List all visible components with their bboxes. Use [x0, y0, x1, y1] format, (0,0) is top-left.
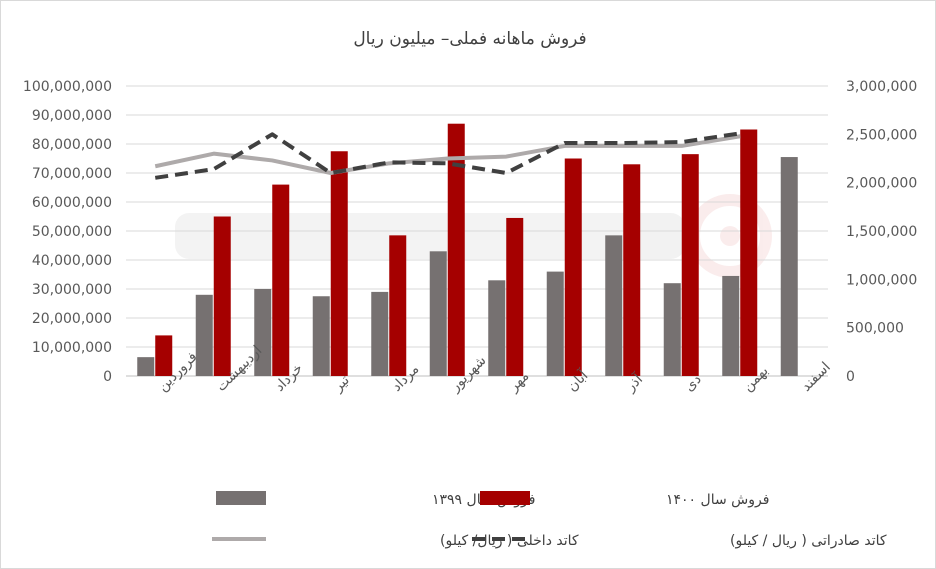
legend-swatch — [480, 491, 530, 505]
watermark-bar — [175, 213, 685, 259]
bar-1399 — [254, 289, 272, 376]
bars — [137, 123, 798, 376]
y-right-tick-label: 500,000 — [846, 321, 904, 337]
bar-1400 — [506, 217, 524, 376]
bar-1399 — [195, 294, 213, 376]
bar-1400 — [155, 335, 173, 376]
y-left-tick-label: 100,000,000 — [23, 79, 112, 95]
bar-1399 — [371, 291, 389, 376]
y-left-tick-label: 90,000,000 — [32, 108, 112, 124]
bar-1399 — [605, 235, 623, 376]
y-left-tick-label: 20,000,000 — [32, 311, 112, 327]
line-domestic-cathode — [154, 134, 741, 175]
y-right-tick-label: 0 — [846, 369, 855, 385]
y-left-tick-label: 30,000,000 — [32, 282, 112, 298]
bar-1400 — [681, 154, 699, 376]
legend-label: کاتد داخلی ( ریال/ کیلو) — [440, 533, 579, 549]
y-right-tick-label: 1,000,000 — [846, 272, 917, 288]
bar-1400 — [447, 123, 465, 376]
y-left-tick-label: 70,000,000 — [32, 166, 112, 182]
y-axis-right: 0 500,000 1,000,000 1,500,000 2,000,000 2,500… — [846, 79, 917, 385]
bar-1399 — [546, 271, 564, 376]
y-left-tick-label: 50,000,000 — [32, 224, 112, 240]
bar-1400 — [272, 184, 290, 376]
y-right-tick-label: 1,500,000 — [846, 224, 917, 240]
y-axis-left: 0 10,000,000 20,000,000 30,000,000 40,000,00… — [23, 79, 112, 385]
watermark-dot — [720, 226, 740, 246]
lines — [154, 131, 741, 180]
legend-label: کاتد صادراتی ( ریال / کیلو) — [730, 533, 887, 549]
bar-1400 — [389, 235, 407, 376]
legend-label: فروش سال ۱۴۰۰ — [666, 492, 769, 508]
y-left-tick-label: 10,000,000 — [32, 340, 112, 356]
bar-1399 — [722, 275, 740, 376]
bar-1399 — [137, 357, 155, 376]
bar-1399 — [312, 296, 330, 376]
x-tick-label: اسفند — [798, 359, 834, 395]
y-right-tick-label: 2,500,000 — [846, 127, 917, 143]
bar-1399 — [780, 157, 798, 376]
bar-1400 — [564, 158, 582, 376]
bar-1399 — [488, 280, 506, 376]
y-left-tick-label: 80,000,000 — [32, 137, 112, 153]
bar-1400 — [213, 216, 231, 376]
y-right-tick-label: 2,000,000 — [846, 176, 917, 192]
bar-1400 — [623, 164, 641, 376]
bar-1399 — [429, 251, 447, 376]
y-right-tick-label: 3,000,000 — [846, 79, 917, 95]
watermark-logo — [175, 194, 772, 278]
bar-1399 — [663, 283, 681, 376]
legend-swatch — [216, 491, 266, 505]
bar-1400 — [330, 151, 348, 376]
y-left-tick-label: 40,000,000 — [32, 253, 112, 269]
line-export-cathode — [154, 131, 741, 180]
bar-1400 — [740, 129, 758, 376]
gridlines — [126, 85, 828, 377]
y-left-tick-label: 60,000,000 — [32, 195, 112, 211]
y-left-tick-label: 0 — [103, 369, 112, 385]
chart-title: فروش ماهانه فملی– میلیون ریال — [353, 29, 586, 49]
